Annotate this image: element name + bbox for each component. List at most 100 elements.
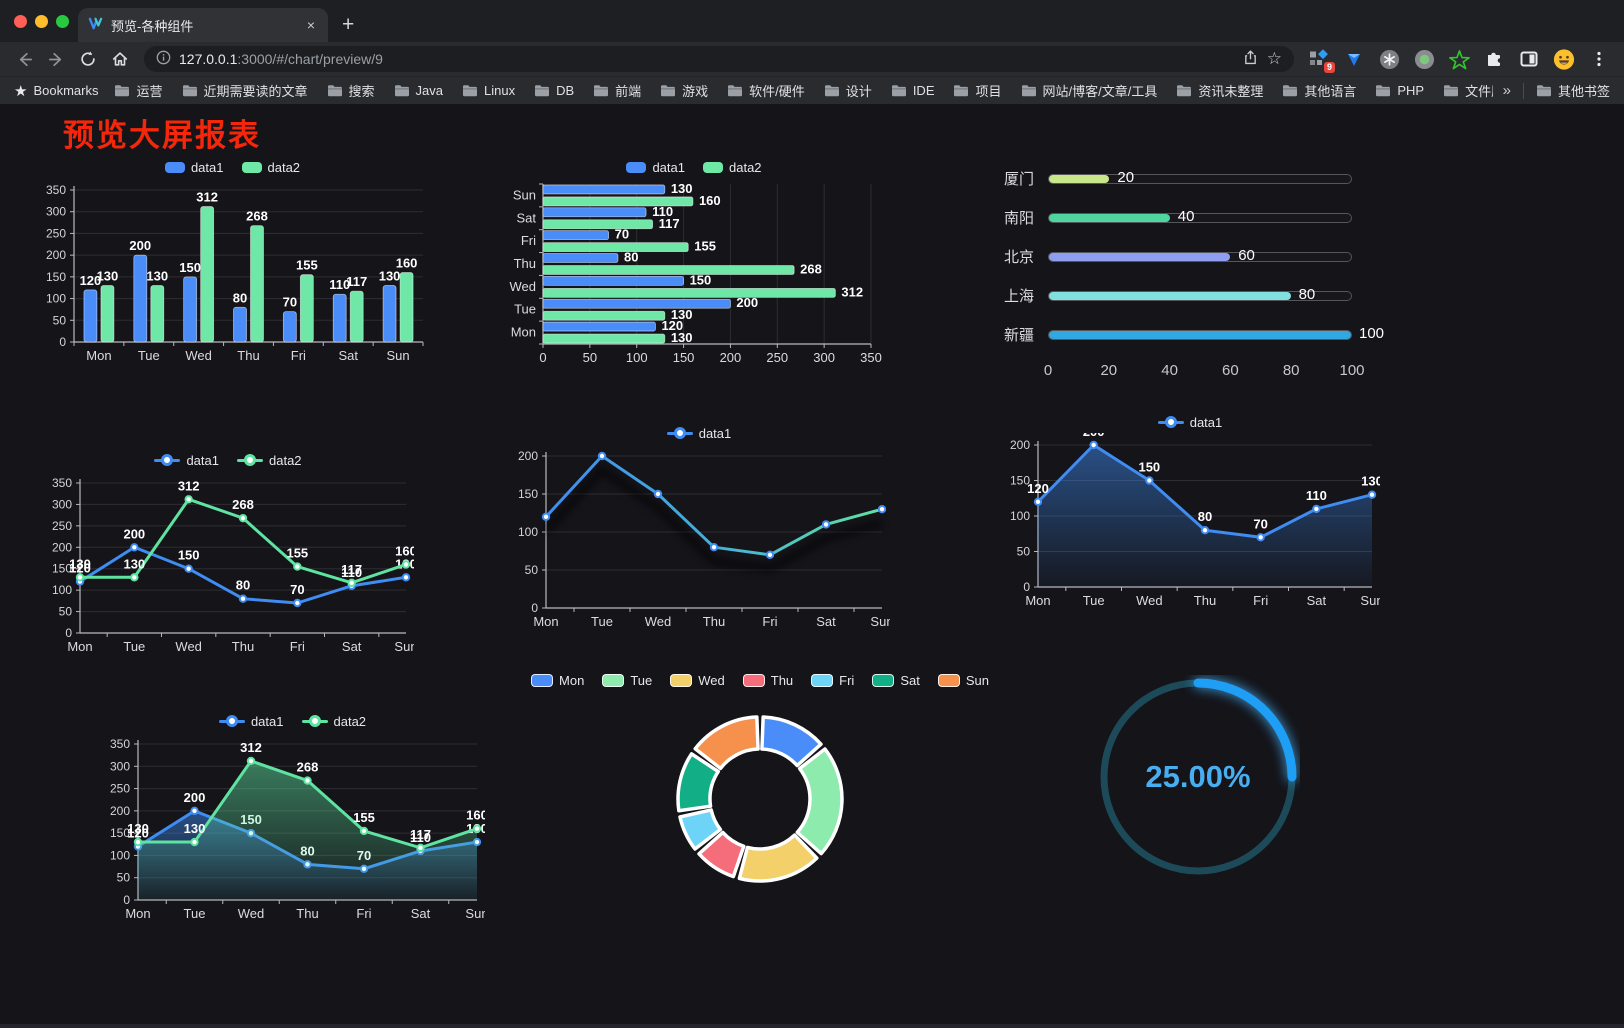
legend-item[interactable]: Fri (811, 673, 854, 688)
progress-value: 60 (1238, 246, 1255, 264)
url-host: 127.0.0.1 (179, 51, 238, 67)
legend-item[interactable]: data1 (1157, 415, 1222, 430)
folder-icon (1443, 84, 1459, 97)
legend-item[interactable]: Mon (531, 673, 584, 688)
bookmark-folder[interactable]: 游戏 (660, 81, 708, 100)
svg-text:Mon: Mon (86, 348, 111, 363)
command-extension-icon[interactable] (1378, 48, 1400, 70)
svg-text:Wed: Wed (645, 614, 672, 629)
profile-avatar[interactable] (1553, 48, 1575, 70)
tab-close-icon[interactable]: × (306, 17, 315, 33)
legend-item[interactable]: Wed (670, 673, 725, 688)
svg-text:Sat: Sat (816, 614, 836, 629)
svg-text:155: 155 (353, 810, 375, 825)
line-chart-plot: 0 50 100 150 200 250 300 350 Mon Tue Wed Thu Fri Sat S… (52, 476, 418, 654)
legend-swatch (164, 161, 185, 173)
bookmark-folder[interactable]: 近期需要读的文章 (182, 81, 308, 100)
chart-legend: data1 (508, 422, 890, 444)
legend-item[interactable]: data2 (241, 160, 300, 175)
bookmark-folder[interactable]: 文件服务器 (1443, 81, 1493, 100)
svg-text:100: 100 (46, 292, 66, 306)
svg-text:Sun: Sun (513, 187, 536, 202)
progress-label: 上海 (1004, 288, 1035, 305)
menu-kebab-icon[interactable] (1588, 48, 1610, 70)
bookmarks-overflow-chevron[interactable]: » (1502, 82, 1511, 99)
bookmark-folder[interactable]: 运营 (114, 81, 163, 100)
svg-text:50: 50 (525, 563, 539, 577)
zoom-window-button[interactable] (56, 15, 69, 28)
bookmark-folder[interactable]: 设计 (824, 81, 872, 100)
record-extension-icon[interactable] (1413, 48, 1435, 70)
legend-item[interactable]: Sat (872, 673, 920, 688)
svg-text:200: 200 (518, 449, 538, 463)
new-tab-button[interactable]: + (342, 13, 355, 36)
bookmark-folder[interactable]: 软件/硬件 (727, 81, 805, 100)
legend-item[interactable]: data1 (154, 453, 219, 468)
back-icon[interactable] (10, 45, 38, 73)
home-icon[interactable] (106, 45, 134, 73)
gem-extension-icon[interactable] (1343, 48, 1365, 70)
other-bookmarks-folder[interactable]: 其他书签 (1536, 81, 1610, 100)
reload-icon[interactable] (74, 45, 102, 73)
legend-item[interactable]: data1 (218, 714, 284, 729)
svg-text:Sun: Sun (870, 614, 890, 629)
bookmark-folder[interactable]: DB (534, 83, 574, 98)
bookmark-folder[interactable]: 项目 (953, 81, 1002, 100)
legend-item[interactable]: Thu (742, 673, 793, 688)
forward-icon[interactable] (42, 45, 70, 73)
green-star-extension-icon[interactable] (1448, 48, 1470, 70)
legend-item[interactable]: Sun (937, 673, 989, 688)
progress-row: 南阳 40 (1004, 198, 1352, 237)
extension-badge: 9 (1323, 62, 1335, 73)
bookmark-folder[interactable]: 其他语言 (1282, 81, 1356, 100)
svg-text:117: 117 (410, 827, 431, 842)
legend-item[interactable]: data2 (703, 160, 762, 175)
bookmark-folder[interactable]: Linux (462, 83, 515, 98)
bookmark-folder[interactable]: Java (394, 83, 443, 98)
chart-legend: data1 data2 (503, 156, 885, 178)
folder-icon (1176, 84, 1192, 97)
svg-text:312: 312 (841, 284, 863, 299)
svg-text:155: 155 (694, 239, 716, 254)
proxy-extension-icon[interactable]: 9 (1308, 48, 1335, 73)
bookmark-folder[interactable]: PHP (1375, 83, 1424, 98)
bookmark-folder[interactable]: 资讯未整理 (1176, 81, 1263, 100)
legend-item[interactable]: data1 (164, 160, 224, 175)
bookmarks-bar-right: » 其他书签 (1493, 81, 1610, 100)
bookmark-folder[interactable]: IDE (891, 83, 934, 98)
share-icon[interactable] (1242, 49, 1259, 69)
progress-fill (1049, 213, 1170, 222)
bookmark-star-icon[interactable]: ☆ (1266, 49, 1282, 68)
bookmarks-manager[interactable]: ★ Bookmarks (14, 82, 98, 100)
split-screen-icon[interactable] (1518, 48, 1540, 70)
progress-label: 新疆 (1004, 327, 1035, 344)
bookmark-folder[interactable]: 前端 (593, 81, 641, 100)
legend-item[interactable]: data2 (237, 453, 302, 468)
close-window-button[interactable] (14, 15, 27, 28)
url-text: 127.0.0.1:3000/#/chart/preview/9 (179, 51, 383, 67)
svg-text:Fri: Fri (290, 639, 305, 654)
legend-swatch (872, 673, 895, 687)
site-info-icon[interactable] (156, 50, 171, 68)
legend-item[interactable]: data1 (626, 160, 685, 175)
gauge-value: 25.00% (1145, 759, 1251, 794)
bar-chart-plot: 0 50 100 150 200 250 300 350 Mon Tue Wed Thu Fri Sat S… (46, 183, 424, 363)
svg-text:Tue: Tue (123, 639, 145, 654)
svg-text:117: 117 (341, 562, 362, 577)
browser-tab[interactable]: 预览-各种组件 × (78, 8, 328, 42)
extensions-puzzle-icon[interactable] (1483, 48, 1505, 70)
legend-item[interactable]: Tue (602, 673, 652, 688)
bookmark-folder[interactable]: 网站/博客/文章/工具 (1021, 81, 1157, 100)
svg-text:120: 120 (69, 561, 91, 576)
svg-text:130: 130 (123, 556, 145, 571)
legend-item[interactable]: data2 (301, 714, 366, 729)
url-bar[interactable]: 127.0.0.1:3000/#/chart/preview/9 ☆ (144, 46, 1294, 72)
progress-track: 100 (1048, 325, 1384, 342)
legend-item[interactable]: data1 (666, 426, 731, 441)
bookmark-folder[interactable]: 搜索 (327, 81, 375, 100)
folder-icon (953, 84, 969, 97)
folder-icon (462, 84, 478, 97)
progress-track: 80 (1048, 286, 1352, 303)
minimize-window-button[interactable] (35, 15, 48, 28)
folder-icon (114, 84, 130, 97)
